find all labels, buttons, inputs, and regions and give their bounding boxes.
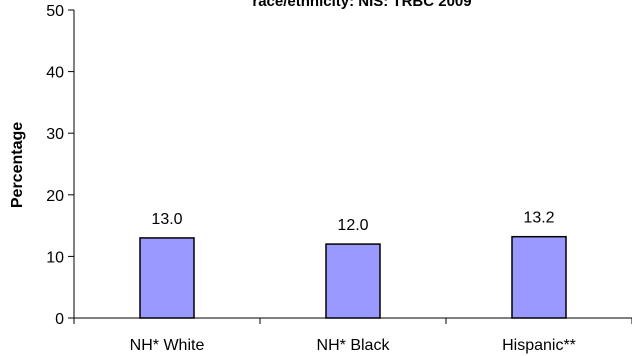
y-tick-label: 10 [46, 249, 64, 266]
data-label: 13.2 [523, 210, 554, 227]
y-tick-label: 50 [46, 3, 64, 20]
bar [511, 235, 567, 319]
y-tick-label: 0 [55, 311, 64, 328]
y-tick-label: 40 [46, 65, 64, 82]
bar [139, 237, 195, 319]
x-axis-ticks: NH* White NH* Black Hispanic** [73, 318, 632, 354]
y-tick-label: 20 [46, 188, 64, 205]
x-tick-label: NH* Black [317, 337, 391, 354]
chart-title: race/ethnicity: NIS: TRBC 2009 [252, 0, 471, 10]
y-tick-label: 30 [46, 126, 64, 143]
data-label: 13.0 [151, 211, 182, 228]
data-label: 12.0 [337, 217, 368, 234]
x-tick-label: Hispanic** [502, 337, 576, 354]
data-labels: 13.0 12.0 13.2 [151, 210, 554, 234]
bar [325, 243, 381, 319]
bars [139, 235, 567, 319]
y-axis-ticks: 0 10 20 30 40 50 [46, 3, 74, 328]
x-tick-label: NH* White [130, 337, 205, 354]
y-axis-title: Percentage [9, 122, 26, 208]
